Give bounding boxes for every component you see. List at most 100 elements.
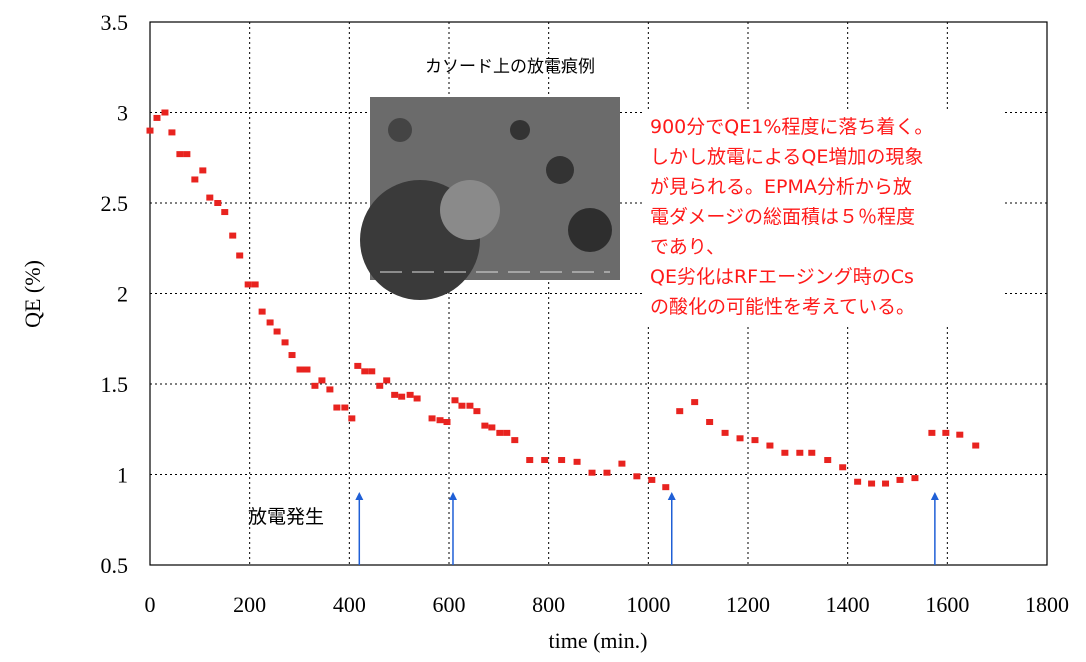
x-tick-label: 1200: [726, 592, 770, 617]
point: [311, 383, 318, 389]
discharge-label: 放電発生: [248, 506, 324, 528]
photo-texture: [388, 118, 412, 142]
y-tick-label: 1.5: [101, 372, 129, 397]
y-tick-label: 3.5: [101, 10, 129, 35]
point: [451, 397, 458, 403]
point: [603, 470, 610, 476]
point: [466, 403, 473, 409]
point: [326, 386, 333, 392]
point: [407, 392, 414, 398]
event-arrowhead: [449, 492, 457, 500]
point: [444, 419, 451, 425]
point: [942, 430, 949, 436]
photo-texture: [568, 208, 612, 252]
point: [191, 176, 198, 182]
point: [168, 129, 175, 135]
point: [691, 399, 698, 405]
note-line: の酸化の可能性を考えている。: [650, 296, 915, 318]
note-line: QE劣化はRFエージング時のCs: [650, 266, 914, 288]
point: [318, 377, 325, 383]
point: [368, 368, 375, 374]
point: [354, 363, 361, 369]
point: [526, 457, 533, 463]
point: [333, 405, 340, 411]
point: [348, 415, 355, 421]
point: [303, 367, 310, 373]
point: [589, 470, 596, 476]
point: [414, 395, 421, 401]
point: [473, 408, 480, 414]
x-tick-label: 0: [145, 592, 156, 617]
point: [221, 209, 228, 215]
event-arrowhead: [668, 492, 676, 500]
photo-caption: カソード上の放電痕例: [425, 57, 595, 76]
point: [648, 477, 655, 483]
point: [972, 443, 979, 449]
point: [282, 339, 289, 345]
point: [781, 450, 788, 456]
point: [437, 417, 444, 423]
point: [796, 450, 803, 456]
point: [183, 151, 190, 157]
note-line: しかし放電によるQE増加の現象: [650, 146, 923, 168]
point: [808, 450, 815, 456]
point: [737, 435, 744, 441]
point: [896, 477, 903, 483]
y-tick-label: 2: [117, 282, 128, 307]
photo: [360, 97, 620, 300]
y-tick-label: 1: [117, 463, 128, 488]
x-tick-label: 800: [532, 592, 565, 617]
point: [511, 437, 518, 443]
point: [956, 432, 963, 438]
point: [633, 473, 640, 479]
chart: カソード上の放電痕例 900分でQE1%程度に落ち着く。しかし放電によるQE増加…: [0, 0, 1086, 662]
x-axis-title: time (min.): [549, 628, 648, 653]
x-tick-label: 1800: [1025, 592, 1069, 617]
point: [574, 459, 581, 465]
y-tick-label: 3: [117, 101, 128, 126]
point: [722, 430, 729, 436]
point: [267, 319, 274, 325]
photo-texture: [510, 120, 530, 140]
point: [391, 392, 398, 398]
x-tick-label: 1000: [626, 592, 670, 617]
point: [252, 281, 259, 287]
point: [376, 383, 383, 389]
point: [341, 405, 348, 411]
x-tick-label: 200: [233, 592, 266, 617]
x-tick-label: 400: [333, 592, 366, 617]
point: [868, 481, 875, 487]
photo-texture: [546, 156, 574, 184]
point: [882, 481, 889, 487]
x-tick-label: 1600: [925, 592, 969, 617]
point: [618, 461, 625, 467]
point: [245, 281, 252, 287]
y-tick-label: 0.5: [101, 553, 129, 578]
point: [153, 115, 160, 121]
point: [751, 437, 758, 443]
point: [854, 479, 861, 485]
point: [361, 368, 368, 374]
point: [488, 424, 495, 430]
event-arrowhead: [931, 492, 939, 500]
note-line: 電ダメージの総面積は５％程度: [650, 206, 915, 228]
photo-texture: [440, 180, 500, 240]
point: [662, 484, 669, 490]
point: [496, 430, 503, 436]
point: [458, 403, 465, 409]
point: [503, 430, 510, 436]
point: [398, 394, 405, 400]
point: [911, 475, 918, 481]
point: [839, 464, 846, 470]
event-arrowhead: [355, 492, 363, 500]
y-axis-title: QE (%): [20, 260, 45, 328]
point: [147, 128, 154, 134]
point: [296, 367, 303, 373]
point: [824, 457, 831, 463]
point: [161, 110, 168, 116]
note-line: 900分でQE1%程度に落ち着く。: [650, 116, 933, 138]
point: [558, 457, 565, 463]
point: [481, 423, 488, 429]
note-line: が見られる。EPMA分析から放: [650, 176, 912, 198]
point: [289, 352, 296, 358]
